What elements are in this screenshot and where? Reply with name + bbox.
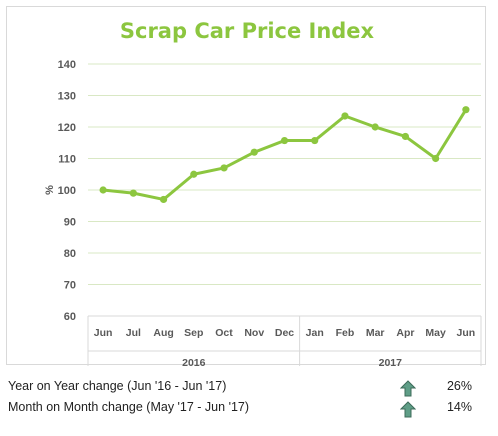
data-point [462, 106, 470, 114]
data-point [280, 136, 289, 145]
data-point [190, 170, 198, 178]
up-arrow-icon [400, 401, 416, 418]
y-tick-label: 100 [58, 185, 76, 197]
x-tick-label: Aug [153, 327, 173, 339]
data-point [250, 148, 258, 156]
x-tick-label: Dec [275, 327, 294, 339]
data-point [371, 123, 379, 131]
x-tick-label: Nov [244, 327, 264, 339]
y-tick-label: 80 [64, 248, 76, 260]
y-tick-label: 70 [64, 280, 76, 292]
stat-row-mom: Month on Month change (May '17 - Jun '17… [8, 400, 488, 420]
x-tick-label: Jul [126, 327, 141, 339]
data-point [432, 154, 440, 163]
x-tick-label: Jan [306, 327, 324, 339]
stat-label-yoy: Year on Year change (Jun '16 - Jun '17) [8, 379, 227, 393]
chart-title: Scrap Car Price Index [120, 19, 375, 43]
x-tick-label: Feb [336, 327, 355, 339]
data-point [99, 186, 107, 194]
x-tick-label: Sep [184, 327, 203, 339]
stat-label-mom: Month on Month change (May '17 - Jun '17… [8, 400, 250, 414]
data-point [159, 195, 168, 204]
chart-frame: Scrap Car Price Index 60 70 80 90 100 110 120 13… [6, 6, 486, 366]
x-tick-label: Apr [396, 327, 414, 339]
y-tick-label: 60 [64, 311, 76, 323]
x-tick-label: Oct [215, 327, 233, 339]
stat-row-yoy: Year on Year change (Jun '16 - Jun '17) … [8, 379, 488, 399]
y-tick-label: 90 [64, 217, 76, 229]
y-tick-label: 110 [58, 154, 76, 166]
line-chart: Scrap Car Price Index 60 70 80 90 100 110 120 13… [44, 19, 482, 366]
x-tick-label: Jun [94, 327, 113, 339]
stat-value-yoy: 26% [446, 379, 472, 393]
data-point [401, 132, 410, 141]
x-tick-label: May [425, 327, 446, 339]
group-label: 2017 [379, 357, 403, 366]
y-tick-label: 120 [58, 122, 76, 134]
x-tick-label: Mar [366, 327, 385, 339]
y-axis-label: % [44, 185, 56, 195]
data-point [311, 136, 319, 145]
series-line [101, 108, 468, 201]
up-arrow-icon [400, 380, 416, 397]
y-tick-label: 130 [58, 91, 76, 103]
x-tick-label: Jun [457, 327, 476, 339]
data-point [129, 189, 137, 197]
data-point [341, 112, 349, 120]
group-label: 2016 [182, 357, 206, 366]
data-point [220, 164, 228, 172]
stat-value-mom: 14% [446, 400, 472, 414]
y-tick-label: 140 [58, 59, 76, 71]
